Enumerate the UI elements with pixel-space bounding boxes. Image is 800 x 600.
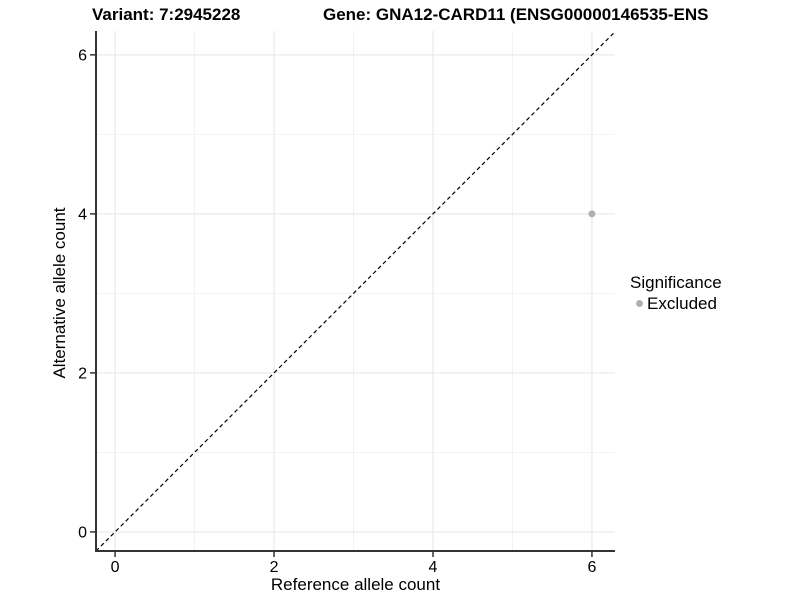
plot-title-variant: Variant: 7:2945228 <box>92 5 241 24</box>
y-tick-label: 4 <box>78 206 87 223</box>
data-point <box>588 210 596 218</box>
legend-title: Significance <box>630 273 722 292</box>
y-tick-label: 6 <box>78 47 87 64</box>
identity-line <box>95 31 616 552</box>
legend-item-label: Excluded <box>647 294 717 313</box>
x-tick-label: 6 <box>587 559 596 576</box>
y-tick-label: 0 <box>78 524 87 541</box>
y-tick-label: 2 <box>78 365 87 382</box>
x-tick-label: 0 <box>111 559 120 576</box>
x-axis-label: Reference allele count <box>270 575 441 594</box>
legend: Significance Excluded <box>630 273 722 313</box>
legend-point-icon <box>636 300 643 307</box>
plot-title-gene: Gene: GNA12-CARD11 (ENSG00000146535-ENS <box>323 5 709 24</box>
legend-item-excluded: Excluded <box>630 294 722 313</box>
x-tick-label: 4 <box>429 559 438 576</box>
x-tick-label: 2 <box>270 559 279 576</box>
y-axis-label: Alternative allele count <box>50 207 69 379</box>
